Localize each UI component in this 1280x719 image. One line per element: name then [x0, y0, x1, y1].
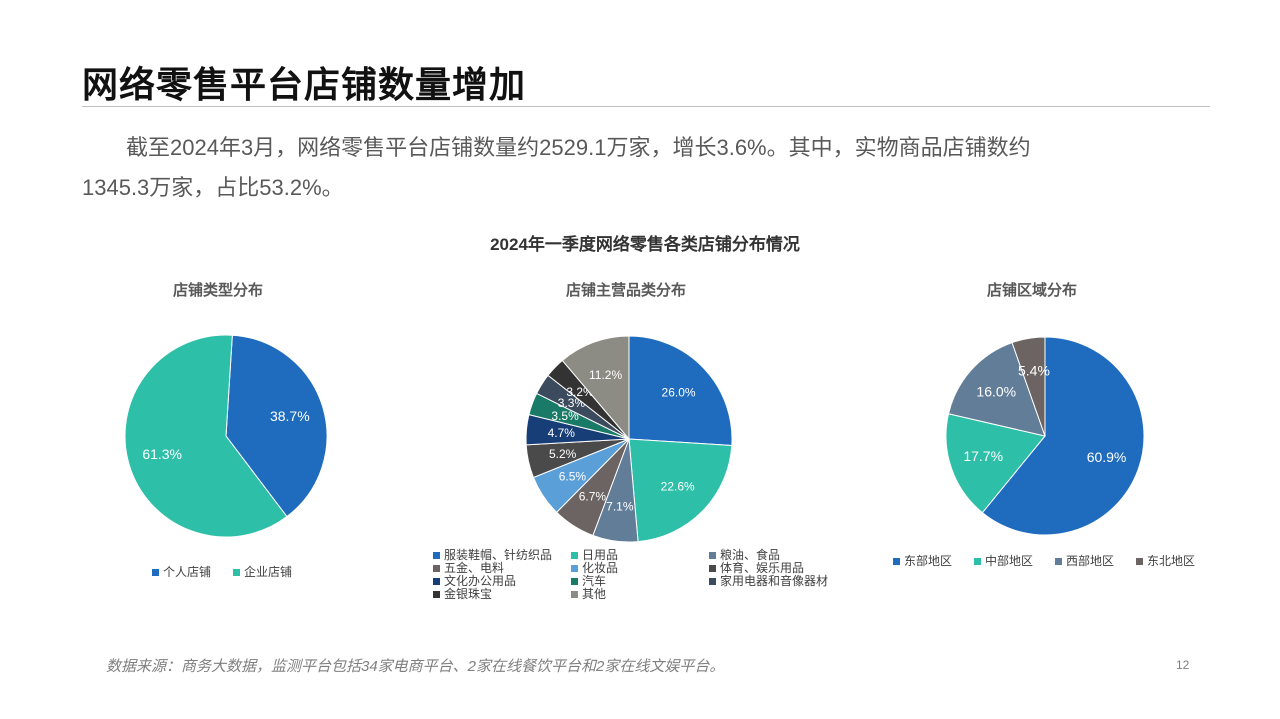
pie-chart-region: 60.9% 17.7% 16.0%5.4% [945, 336, 1145, 536]
page-title: 网络零售平台店铺数量增加 [82, 64, 527, 105]
pie2-slice-10 [561, 335, 630, 441]
pie2-legend-item-7: 汽车 [571, 575, 709, 588]
pie2-legend-item-2: 粮油、食品 [709, 549, 849, 562]
pie3-legend-label-3: 东北地区 [1147, 554, 1196, 568]
pie3-legend-item-1: 中部地区 [974, 555, 1033, 568]
pie3-data-label-2: 16.0% [976, 383, 1016, 399]
pie2-legend-swatch-4 [571, 565, 578, 572]
pie2-legend-label-6: 文化办公用品 [444, 574, 517, 588]
pie-chart-category: 26.0%22.6%7.1%6.7%6.5%5.2%4.7%3.5%3.3%3.… [525, 335, 733, 543]
page-number: 12 [1176, 658, 1190, 672]
pie1-legend-label-0: 个人店铺 [163, 565, 212, 579]
pie2-legend-swatch-10 [571, 591, 578, 598]
pie2-data-label-7: 3.5% [551, 409, 579, 423]
pie2-data-label-3: 6.7% [579, 489, 607, 503]
pie2-legend-label-7: 汽车 [582, 574, 607, 588]
pie2-data-label-2: 7.1% [606, 499, 634, 513]
pie3-legend-swatch-2 [1055, 558, 1063, 565]
pie2-legend-item-10: 其他 [571, 588, 709, 601]
pie2-title: 店铺主营品类分布 [565, 282, 686, 299]
pie1-data-label-1: 61.3% [142, 446, 182, 462]
pie2-legend-item-0: 服装鞋帽、针纺织品 [433, 549, 571, 562]
pie2-legend-label-5: 体育、娱乐用品 [720, 561, 805, 575]
pie3-data-label-1: 17.7% [963, 448, 1003, 464]
pie1-legend-swatch-1 [233, 569, 241, 576]
pie3-legend-swatch-1 [974, 558, 982, 565]
pie3-slice-2 [947, 342, 1046, 437]
pie2-legend-item-6: 文化办公用品 [433, 575, 571, 588]
pie2-data-label-6: 4.7% [548, 426, 576, 440]
pie2-legend-label-10: 其他 [582, 587, 607, 601]
pie2-legend-swatch-9 [433, 591, 440, 598]
pie2-legend-item-1: 日用品 [571, 549, 709, 562]
pie2-legend-label-9: 金银珠宝 [444, 587, 493, 601]
pie3-legend-label-0: 东部地区 [904, 554, 953, 568]
title-divider [82, 106, 1210, 107]
pie2-legend-swatch-0 [433, 552, 440, 559]
pie2-legend-item-4: 化妆品 [571, 562, 709, 575]
pie1-slice-1 [124, 334, 288, 538]
pie2-legend-swatch-6 [433, 578, 440, 585]
pie2-legend-swatch-7 [571, 578, 578, 585]
pie2-data-label-0: 26.0% [662, 385, 696, 399]
pie2-data-label-10: 11.2% [589, 368, 622, 382]
pie3-legend-label-2: 西部地区 [1066, 554, 1115, 568]
pie2-legend-swatch-2 [709, 552, 716, 559]
pie2-legend-item-9: 金银珠宝 [433, 588, 571, 601]
pie3-slice-1 [945, 413, 1046, 514]
pie2-legend-swatch-8 [709, 578, 716, 585]
pie2-legend-item-8: 家用电器和音像器材 [709, 575, 849, 588]
pie1-data-label-0: 38.7% [270, 408, 310, 424]
pie2-data-label-1: 22.6% [661, 479, 695, 493]
pie2-slice-1 [628, 438, 733, 543]
pie2-data-label-5: 5.2% [549, 447, 577, 461]
pie2-legend-item-3: 五金、电料 [433, 562, 571, 575]
pie1-title: 店铺类型分布 [172, 282, 263, 299]
pie3-legend-swatch-3 [1136, 558, 1144, 565]
pie3-legend-swatch-0 [893, 558, 900, 565]
summary-paragraph: 截至2024年3月，网络零售平台店铺数量约2529.1万家，增长3.6%。其中，… [82, 128, 1192, 208]
pie1-legend-item-0: 个人店铺 [152, 566, 211, 579]
pie3-slice-0 [981, 336, 1145, 536]
pie2-legend-label-8: 家用电器和音像器材 [720, 574, 829, 588]
pie1-slice-0 [225, 334, 328, 518]
pie2-legend-item-5: 体育、娱乐用品 [709, 562, 849, 575]
pie3-legend-label-1: 中部地区 [985, 554, 1034, 568]
pie3-data-label-3: 5.4% [1018, 363, 1050, 379]
pie2-legend-label-2: 粮油、食品 [720, 548, 781, 562]
pie1-legend: 个人店铺 企业店铺 [152, 566, 314, 579]
chart-main-title: 2024年一季度网络零售各类店铺分布情况 [490, 235, 800, 254]
pie1-legend-item-1: 企业店铺 [233, 566, 292, 579]
summary-line-1: 截至2024年3月，网络零售平台店铺数量约2529.1万家，增长3.6%。其中，… [126, 135, 1031, 160]
pie3-legend-item-2: 西部地区 [1055, 555, 1114, 568]
pie3-legend-item-0: 东部地区 [893, 555, 952, 568]
pie-chart-store-type: 38.7% 61.3% [124, 334, 328, 538]
pie3-slice-3 [1011, 336, 1046, 437]
pie2-data-label-4: 6.5% [559, 470, 587, 484]
pie2-legend-label-0: 服装鞋帽、针纺织品 [444, 548, 553, 562]
pie3-legend-item-3: 东北地区 [1136, 555, 1195, 568]
pie2-legend-swatch-1 [571, 552, 578, 559]
pie2-legend-swatch-3 [433, 565, 440, 572]
pie2-legend-swatch-5 [709, 565, 716, 572]
pie2-legend-label-3: 五金、电料 [444, 561, 505, 575]
pie3-title: 店铺区域分布 [986, 282, 1077, 299]
pie3-legend: 东部地区 中部地区 西部地区 东北地区 [893, 555, 1217, 568]
pie2-legend: 服装鞋帽、针纺织品 日用品 粮油、食品五金、电料 化妆品 体育、娱乐用品文化办公用品 汽车… [433, 549, 849, 601]
pie1-legend-label-1: 企业店铺 [244, 565, 293, 579]
pie2-slice-0 [628, 335, 733, 446]
pie1-legend-swatch-0 [152, 569, 159, 576]
pie2-legend-label-4: 化妆品 [582, 561, 619, 575]
summary-line-2: 1345.3万家，占比53.2%。 [82, 175, 344, 200]
pie2-legend-label-1: 日用品 [582, 548, 619, 562]
data-source-note: 数据来源：商务大数据，监测平台包括34家电商平台、2家在线餐饮平台和2家在线文娱… [106, 658, 725, 675]
pie3-data-label-0: 60.9% [1087, 449, 1127, 465]
